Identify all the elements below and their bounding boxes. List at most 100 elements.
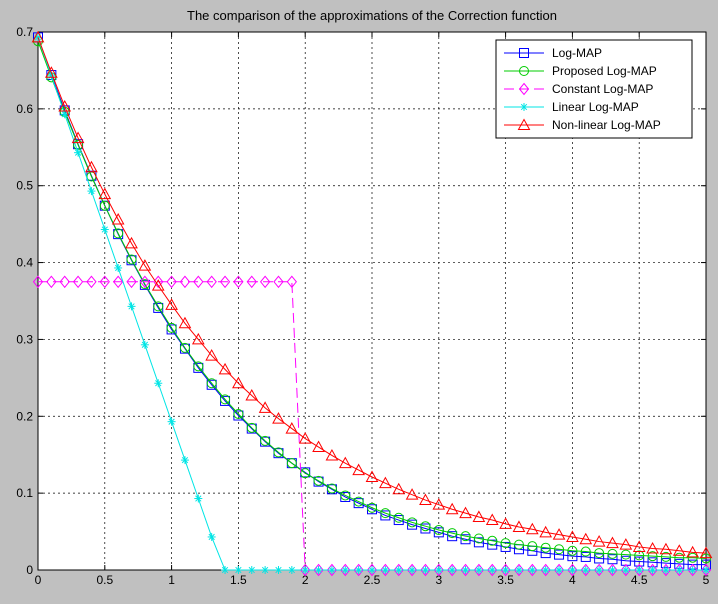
data-point-star — [354, 566, 363, 574]
data-point-triangle — [445, 502, 459, 515]
star-stroke — [128, 303, 135, 310]
data-point-circle — [113, 228, 124, 239]
data-point-star — [675, 566, 684, 574]
data-point-circle — [273, 447, 284, 458]
data-point-diamond — [59, 275, 70, 289]
data-point-diamond — [487, 563, 498, 577]
data-point-triangle — [165, 298, 178, 310]
data-point-triangle — [592, 535, 606, 547]
data-point-star — [234, 566, 243, 574]
x-tick-label: 5 — [703, 573, 710, 587]
star-stroke — [449, 566, 456, 574]
legend-item: Linear Log-MAP — [504, 100, 639, 114]
legend-label: Constant Log-MAP — [552, 82, 653, 96]
data-point-triangle — [459, 506, 472, 519]
data-point-circle — [620, 549, 631, 560]
data-point-triangle — [205, 349, 219, 361]
data-point-triangle — [432, 498, 446, 510]
series-non-linear-log-map — [31, 30, 713, 559]
legend-label: Non-linear Log-MAP — [552, 118, 661, 132]
data-point-diamond — [219, 275, 231, 289]
data-point-star — [154, 379, 163, 388]
data-point-star — [114, 263, 123, 272]
data-point-circle — [594, 548, 605, 559]
data-point-star — [621, 566, 630, 574]
star-stroke — [382, 566, 389, 574]
legend-label: Log-MAP — [552, 46, 602, 60]
data-point-circle — [220, 394, 231, 405]
star-stroke — [555, 566, 563, 574]
data-point-diamond — [113, 275, 124, 289]
data-point-diamond — [286, 275, 297, 289]
star-stroke — [61, 111, 68, 118]
data-point-diamond — [273, 275, 284, 289]
data-point-diamond — [567, 563, 578, 577]
star-stroke — [622, 566, 629, 574]
data-point-circle — [260, 435, 271, 446]
data-point-star — [434, 566, 443, 574]
data-point-star — [421, 566, 430, 574]
star-stroke — [168, 418, 175, 425]
data-point-circle — [166, 322, 177, 333]
data-point-triangle — [298, 432, 312, 444]
data-point-diamond — [500, 563, 511, 577]
data-point-diamond — [647, 563, 658, 577]
series-layer — [31, 30, 713, 577]
data-point-diamond — [86, 275, 97, 289]
data-point-diamond — [32, 275, 44, 289]
data-point-diamond — [393, 563, 404, 577]
grid-layer — [38, 32, 706, 570]
data-point-diamond — [380, 563, 391, 577]
data-point-square — [554, 549, 565, 560]
data-point-diamond — [674, 563, 685, 577]
data-point-circle — [326, 483, 337, 494]
data-point-triangle — [232, 376, 245, 389]
data-point-square — [580, 551, 591, 562]
data-point-triangle — [218, 362, 232, 375]
data-point-triangle — [566, 530, 579, 542]
star-stroke — [115, 264, 122, 272]
data-point-star — [702, 566, 710, 574]
data-point-diamond — [518, 82, 530, 96]
x-tick-label: 2.5 — [364, 573, 381, 587]
star-stroke — [195, 495, 202, 502]
data-point-triangle — [517, 118, 531, 130]
chart-title: The comparison of the approximations of … — [187, 8, 557, 23]
star-stroke — [435, 566, 442, 574]
data-point-circle — [701, 553, 711, 564]
data-point-star — [635, 566, 644, 574]
data-point-triangle — [606, 536, 619, 549]
star-stroke — [155, 380, 162, 387]
data-point-diamond — [193, 275, 204, 289]
data-point-star — [140, 340, 149, 349]
data-point-circle — [634, 550, 645, 561]
data-point-triangle — [178, 316, 192, 329]
data-point-circle — [519, 66, 529, 76]
data-point-diamond — [580, 563, 591, 577]
data-point-circle — [353, 496, 364, 507]
data-point-star — [207, 532, 216, 541]
data-point-circle — [540, 542, 551, 553]
data-point-star — [180, 456, 189, 465]
data-point-circle — [380, 508, 391, 519]
data-point-diamond — [139, 275, 151, 289]
data-point-triangle — [325, 448, 339, 461]
data-point-circle — [580, 546, 591, 557]
data-point-triangle — [111, 212, 125, 225]
data-point-circle — [513, 539, 524, 550]
star-stroke — [141, 341, 149, 348]
star-stroke — [542, 566, 549, 574]
data-point-circle — [447, 528, 458, 539]
data-point-circle — [647, 551, 658, 562]
star-stroke — [475, 566, 483, 574]
data-point-circle — [286, 458, 297, 469]
data-point-circle — [246, 422, 257, 433]
data-point-star — [648, 566, 657, 574]
star-stroke — [275, 566, 282, 574]
data-point-square — [447, 531, 458, 542]
y-tick-label: 0 — [26, 563, 33, 577]
data-point-star — [568, 566, 577, 574]
star-stroke — [515, 566, 523, 574]
data-point-diamond — [99, 275, 110, 289]
